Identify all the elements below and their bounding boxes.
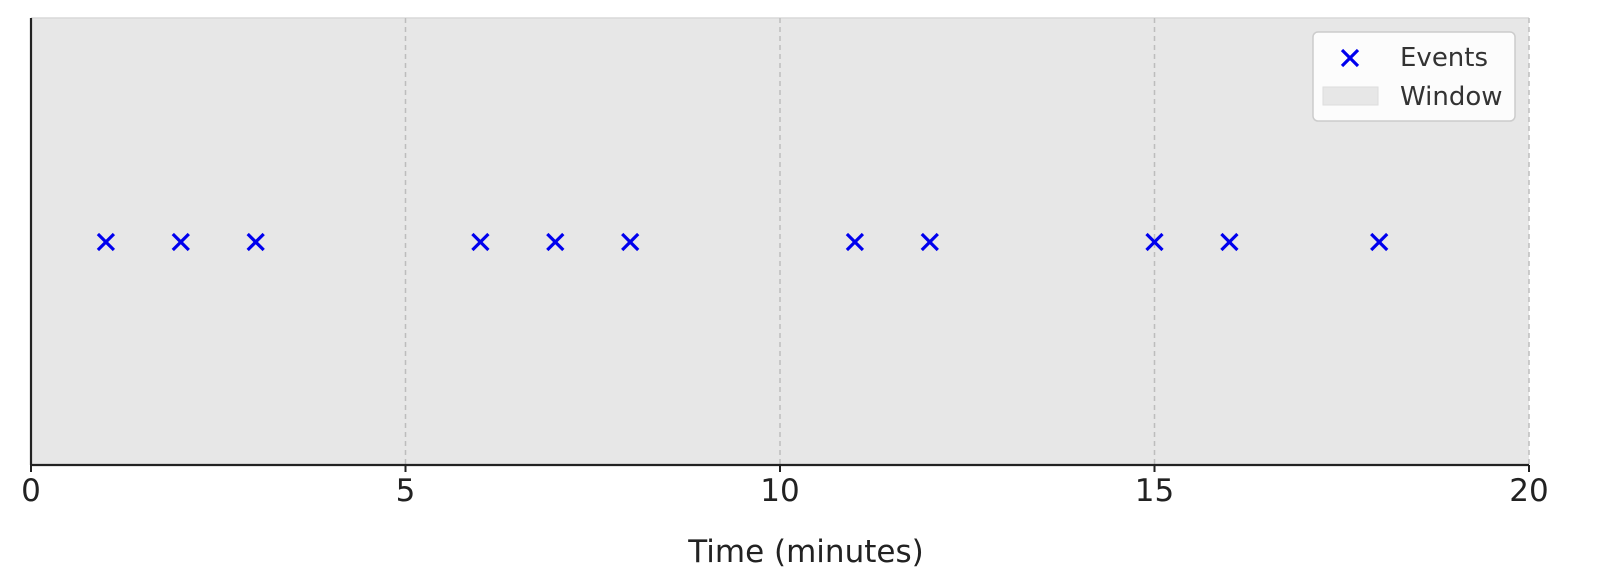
legend-events-label: Events: [1400, 43, 1488, 73]
event-marker: [1145, 232, 1164, 252]
legend-events-marker: [1340, 48, 1360, 68]
x-tick-label: 5: [396, 473, 416, 509]
legend-window-swatch: [1322, 86, 1379, 106]
legend-window-label: Window: [1400, 82, 1503, 112]
x-axis-title: Time (minutes): [687, 534, 923, 570]
event-marker: [96, 232, 116, 252]
x-tick-label: 10: [760, 473, 799, 509]
event-marker: [171, 232, 190, 252]
event-marker: [1220, 232, 1239, 252]
event-marker: [246, 232, 265, 252]
x-tick-label: 0: [21, 473, 41, 509]
event-marker: [845, 232, 865, 252]
legend: Events Window: [1312, 31, 1516, 122]
event-marker: [546, 232, 565, 252]
x-tick-label: 20: [1509, 473, 1548, 509]
event-marker: [920, 232, 939, 252]
event-marker: [621, 232, 640, 252]
event-marker: [1370, 232, 1389, 252]
event-marker: [471, 232, 490, 252]
x-tick-label: 15: [1135, 473, 1174, 509]
